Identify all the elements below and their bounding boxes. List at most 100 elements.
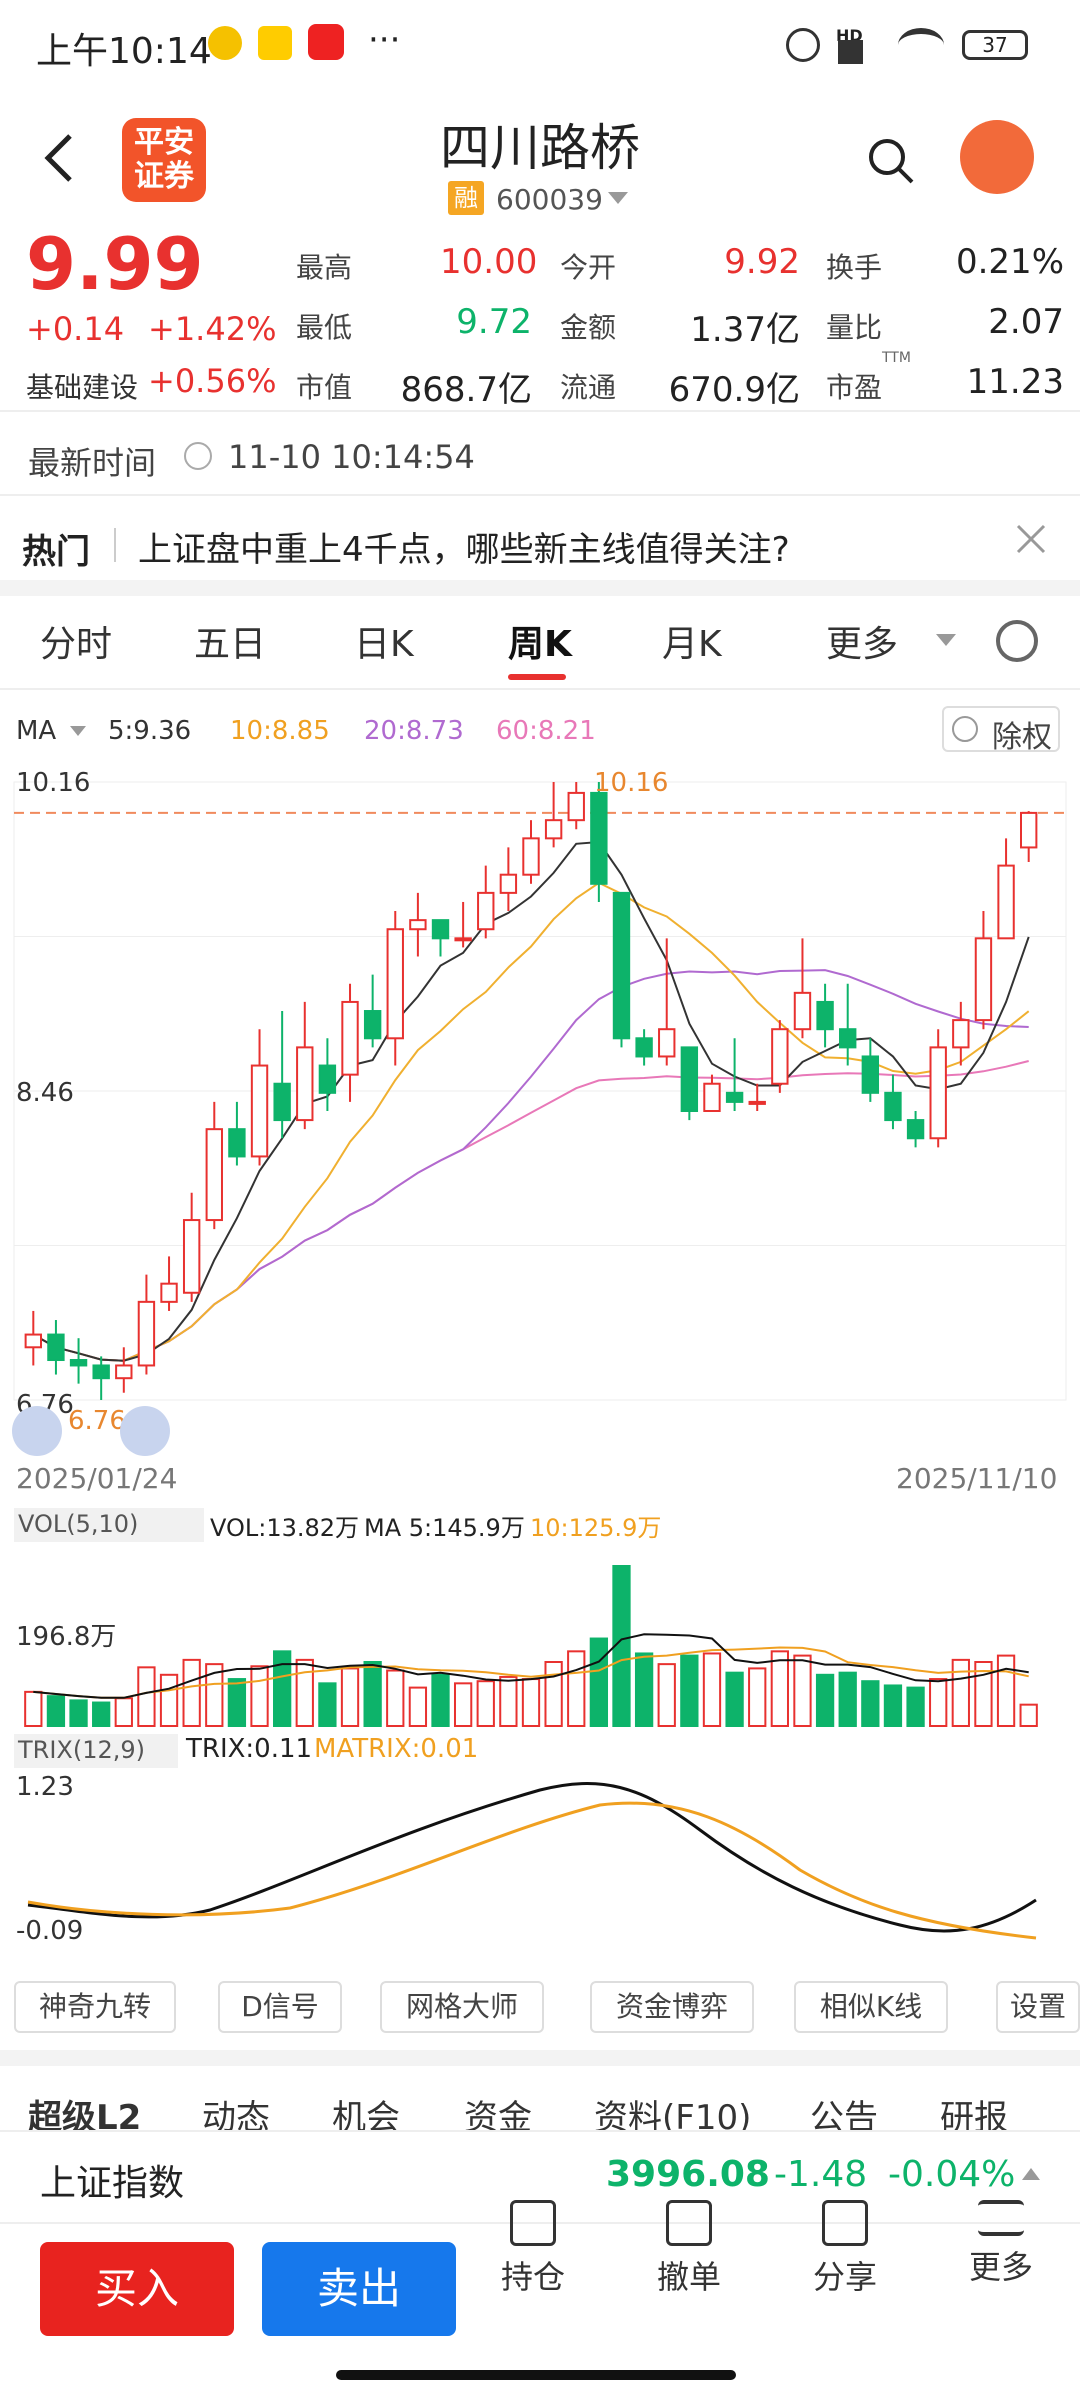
- share-icon: [822, 2200, 868, 2246]
- volume-bar: [250, 1665, 269, 1728]
- search-icon[interactable]: [866, 136, 916, 186]
- tab-more[interactable]: 更多: [826, 624, 899, 665]
- date-start: 2025/01/24: [16, 1462, 178, 1495]
- stat-label: 今开: [560, 251, 617, 284]
- candle-body: [929, 1046, 947, 1140]
- alarm-icon: [786, 28, 820, 62]
- back-icon[interactable]: [40, 128, 80, 188]
- volume-bar: [996, 1654, 1016, 1727]
- tab-opportunity[interactable]: 机会: [332, 2098, 400, 2130]
- candle-body: [69, 1359, 88, 1367]
- index-name: 上证指数: [40, 2163, 185, 2204]
- nav-holdings[interactable]: 持仓: [488, 2200, 578, 2298]
- tool-settings[interactable]: 设置: [996, 1981, 1080, 2033]
- tab-minute[interactable]: 分时: [40, 624, 113, 665]
- candle-body: [816, 1000, 834, 1031]
- tool-similar-k[interactable]: 相似K线: [794, 1981, 948, 2033]
- candle-body: [612, 891, 631, 1040]
- tab-day-k[interactable]: 日K: [354, 624, 414, 665]
- ma20-value: 20:8.73: [364, 716, 464, 746]
- candle-body: [635, 1037, 653, 1058]
- nav-share[interactable]: 分享: [800, 2200, 890, 2298]
- chevron-down-icon[interactable]: [608, 192, 628, 204]
- candle-body: [318, 1064, 337, 1094]
- ma-label[interactable]: MA: [16, 716, 57, 746]
- tool-d-signal[interactable]: D信号: [218, 1981, 342, 2033]
- tab-announcement[interactable]: 公告: [810, 2098, 878, 2130]
- candle-body: [748, 1100, 766, 1105]
- holdings-icon: [510, 2200, 556, 2246]
- candle-body: [477, 891, 495, 931]
- weibo-icon: [208, 26, 242, 60]
- update-label: 最新时间: [28, 444, 157, 482]
- vol-indicator-select[interactable]: [14, 1508, 204, 1542]
- chevron-down-icon[interactable]: [70, 726, 86, 736]
- candlestick-chart[interactable]: [0, 760, 1080, 1460]
- candle-body: [771, 1028, 789, 1085]
- sector-name[interactable]: 基础建设: [26, 371, 139, 404]
- candle-body: [906, 1119, 925, 1140]
- vol-value: VOL:13.82万: [210, 1514, 360, 1542]
- candle-body: [884, 1091, 902, 1122]
- section-tabs: 超级L2 动态 机会 资金 资料(F10) 公告 研报: [0, 2066, 1080, 2130]
- y-axis-mid: 8.46: [16, 1078, 74, 1108]
- tab-news[interactable]: 动态: [202, 2098, 270, 2130]
- tab-month-k[interactable]: 月K: [662, 624, 722, 665]
- tool-nine-turn[interactable]: 神奇九转: [14, 1981, 176, 2033]
- hot-news-link[interactable]: 上证盘中重上4千点，哪些新主线值得关注?: [138, 530, 790, 570]
- vol-ma10: 10:125.9万: [530, 1514, 662, 1542]
- trix-indicator-select[interactable]: [14, 1734, 178, 1768]
- buy-button[interactable]: 买入: [40, 2242, 234, 2336]
- candle-body: [680, 1046, 699, 1112]
- tab-5day[interactable]: 五日: [194, 624, 267, 665]
- volume-bar: [612, 1565, 631, 1727]
- tab-week-k[interactable]: 周K: [508, 624, 572, 665]
- avatar[interactable]: [960, 120, 1034, 194]
- sector-pct: +0.56%: [148, 362, 277, 400]
- volume-chart[interactable]: [0, 1540, 1080, 1730]
- expand-icon[interactable]: [12, 1406, 62, 1456]
- candle-body: [839, 1028, 857, 1049]
- stat-value: 9.92: [724, 242, 800, 282]
- index-ticker[interactable]: 上证指数 3996.08 -1.48 -0.04%: [0, 2130, 1080, 2222]
- stock-code[interactable]: 600039: [496, 183, 603, 216]
- candle-body: [522, 837, 540, 876]
- trix-chart[interactable]: [0, 1770, 1080, 1960]
- volume-bar: [589, 1637, 609, 1727]
- volume-bar: [1019, 1703, 1038, 1728]
- stat-value: 11.23: [966, 362, 1064, 402]
- hot-label: 热门: [22, 532, 90, 572]
- volume-bar: [227, 1678, 247, 1727]
- ttm-sup: TTM: [882, 350, 911, 366]
- stat-label: 流通: [560, 371, 617, 404]
- tab-super-l2[interactable]: 超级L2: [28, 2098, 142, 2130]
- info-icon[interactable]: [184, 442, 212, 470]
- nav-cancel-order[interactable]: 撤单: [644, 2200, 734, 2298]
- fullscreen-icon[interactable]: [120, 1406, 170, 1456]
- stat-value: 868.7亿: [400, 370, 532, 410]
- volume-bar: [974, 1661, 993, 1727]
- volume-bar: [748, 1667, 767, 1727]
- tab-research[interactable]: 研报: [940, 2098, 1008, 2130]
- tab-funds[interactable]: 资金: [464, 2098, 532, 2130]
- tool-grid-master[interactable]: 网格大师: [380, 1981, 544, 2033]
- chevron-up-icon: [1022, 2168, 1040, 2180]
- tool-fund-game[interactable]: 资金博弈: [590, 1981, 754, 2033]
- candle-body: [725, 1091, 744, 1103]
- volume-bar: [205, 1663, 224, 1727]
- sell-button[interactable]: 卖出: [262, 2242, 456, 2336]
- gear-icon[interactable]: [996, 620, 1038, 662]
- adjust-button[interactable]: 除权: [942, 706, 1060, 755]
- chevron-down-icon[interactable]: [936, 634, 956, 646]
- candle-body: [205, 1128, 223, 1222]
- tab-f10[interactable]: 资料(F10): [594, 2098, 752, 2130]
- nav-more[interactable]: 更多: [956, 2200, 1046, 2288]
- vol-label: VOL(5,10): [18, 1510, 139, 1538]
- candle-body: [160, 1282, 178, 1303]
- volume-bar: [544, 1661, 563, 1727]
- volume-bar: [182, 1658, 201, 1727]
- price-change-pct: +1.42%: [148, 310, 277, 348]
- index-value: 3996.08: [606, 2154, 770, 2195]
- close-icon[interactable]: [1014, 522, 1048, 556]
- volume-bar: [838, 1671, 857, 1728]
